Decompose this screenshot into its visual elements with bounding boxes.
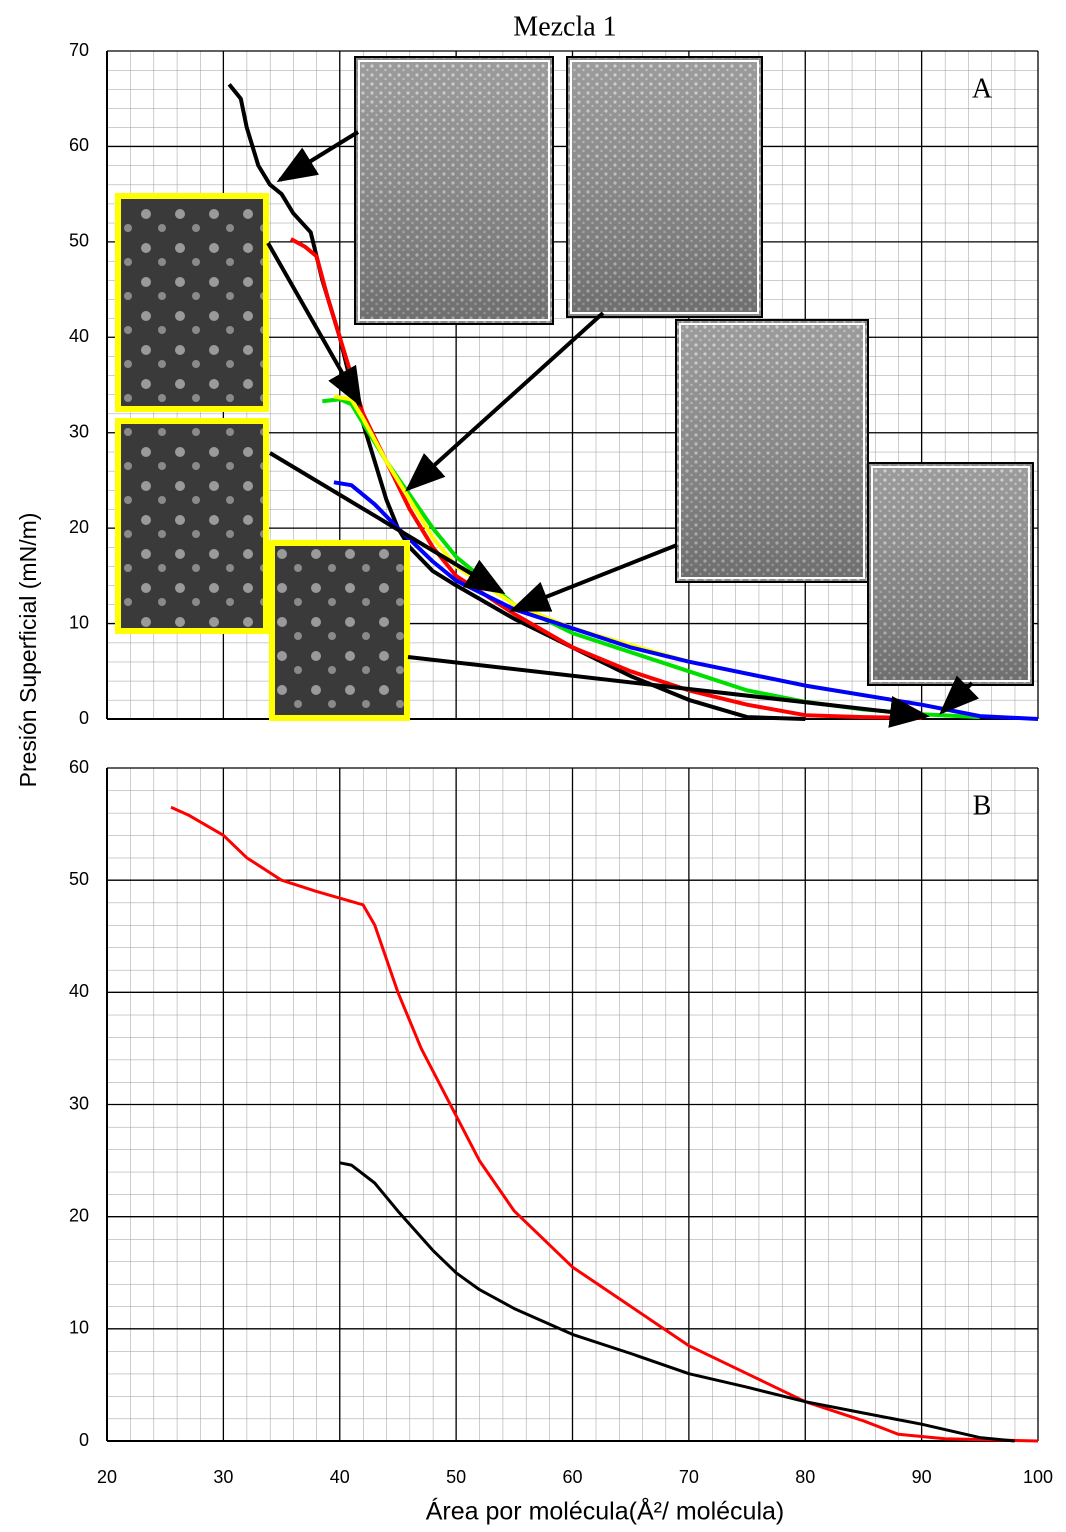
chart-title: Mezcla 1 (513, 11, 616, 42)
x-tick-label: 100 (1023, 1467, 1053, 1487)
x-tick-label: 60 (562, 1467, 582, 1487)
y-tick-label: 0 (79, 1430, 89, 1450)
y-tick-label: 30 (69, 1093, 89, 1113)
series-line (170, 805, 1039, 1443)
y-tick-label: 50 (69, 869, 89, 889)
y-tick-label: 0 (79, 708, 89, 728)
y-tick-label: 60 (69, 135, 89, 155)
x-tick-label: 80 (795, 1467, 815, 1487)
arrows (266, 130, 980, 728)
panel-label: A (972, 73, 993, 104)
x-tick-label: 50 (446, 1467, 466, 1487)
series-line (339, 1161, 1015, 1443)
x-tick-label: 90 (912, 1467, 932, 1487)
insets (115, 56, 1034, 721)
x-tick-label: 40 (330, 1467, 350, 1487)
x-tick-label: 30 (213, 1467, 233, 1487)
y-tick-label: 60 (69, 757, 89, 777)
y-tick-label: 20 (69, 1205, 89, 1225)
y-tick-label: 40 (69, 326, 89, 346)
y-tick-label: 10 (69, 612, 89, 632)
y-tick-label: 50 (69, 231, 89, 251)
y-tick-label: 40 (69, 981, 89, 1001)
x-axis-label: Área por molécula(Å²/ molécula) (426, 1496, 784, 1526)
series-line (289, 237, 922, 720)
y-tick-label: 20 (69, 517, 89, 537)
x-tick-label: 20 (97, 1467, 117, 1487)
x-tick-label: 70 (679, 1467, 699, 1487)
y-tick-label: 70 (69, 40, 89, 60)
y-tick-label: 30 (69, 421, 89, 441)
panel-label: B (973, 790, 992, 821)
y-axis-label: Presión Superficial (mN/m) (15, 513, 41, 788)
y-tick-label: 10 (69, 1318, 89, 1338)
labels: 0 10 20 30 40 50 60 70 Mezcla 1 Presión Superfici… (15, 11, 1053, 1525)
